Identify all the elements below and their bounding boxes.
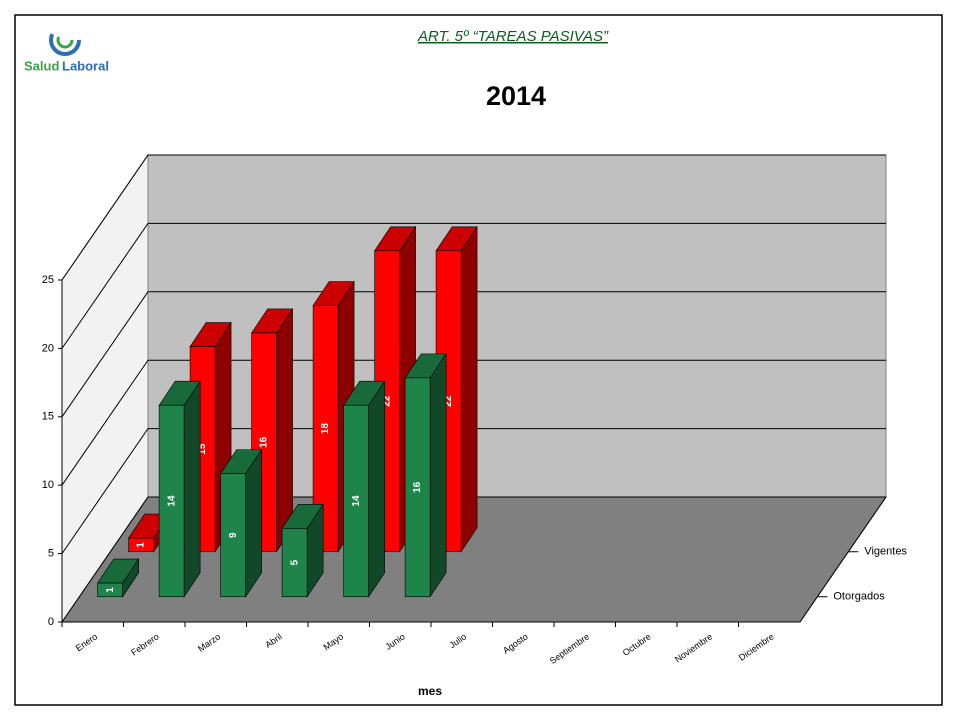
value-label: 9	[228, 532, 239, 538]
grid-line	[61, 496, 886, 623]
bar	[343, 380, 386, 598]
depth-axis	[799, 496, 887, 623]
y-tick-label: 20	[42, 342, 54, 354]
bar	[220, 448, 263, 598]
series-label: Otorgados	[833, 591, 885, 603]
value-label: 16	[259, 436, 270, 448]
value-label: 14	[351, 495, 362, 507]
grid-line	[61, 428, 886, 554]
bar-front	[97, 582, 123, 598]
bar-side	[429, 352, 447, 598]
value-label: 1	[105, 587, 116, 593]
grid-line	[61, 154, 886, 281]
logo-text-2: Laboral	[62, 58, 109, 73]
bar-front	[343, 404, 369, 598]
value-label: 15	[197, 443, 208, 455]
bar-front	[404, 377, 431, 598]
grid-line	[61, 359, 886, 486]
value-label: 5	[289, 559, 300, 565]
value-label: 16	[412, 481, 423, 493]
value-label: 18	[320, 423, 331, 435]
value-label: 14	[166, 495, 177, 507]
value-label: 22	[443, 395, 454, 407]
heading: ART. 5º “TAREAS PASIVAS”	[417, 28, 609, 45]
y-tick-label: 25	[42, 274, 54, 286]
y-tick-label: 10	[42, 479, 54, 491]
y-tick-label: 15	[42, 411, 54, 423]
value-label: 1	[136, 542, 147, 548]
bar-side	[368, 380, 385, 598]
bar-front	[128, 537, 154, 553]
bar-side	[460, 225, 478, 553]
y-tick-label: 5	[48, 548, 54, 560]
y-tick-label: 0	[48, 616, 54, 628]
series-label: Vigentes	[864, 546, 907, 558]
x-axis-title: mes	[418, 684, 442, 698]
bar-side	[276, 307, 293, 553]
bar-front	[281, 528, 308, 598]
chart-title: 2014	[486, 81, 546, 111]
logo: Salud Laboral	[24, 24, 109, 73]
bar	[281, 503, 324, 598]
bar-side	[183, 380, 201, 598]
grid-line	[61, 222, 886, 349]
grid-line	[61, 291, 886, 418]
value-label: 22	[382, 395, 393, 407]
bar	[97, 558, 140, 598]
bar	[251, 307, 294, 553]
bar	[404, 352, 447, 598]
bar	[158, 380, 201, 598]
logo-text-1: Salud	[24, 58, 59, 73]
bar-side	[245, 448, 262, 598]
bar-front	[158, 404, 185, 598]
bar-front	[220, 473, 246, 598]
